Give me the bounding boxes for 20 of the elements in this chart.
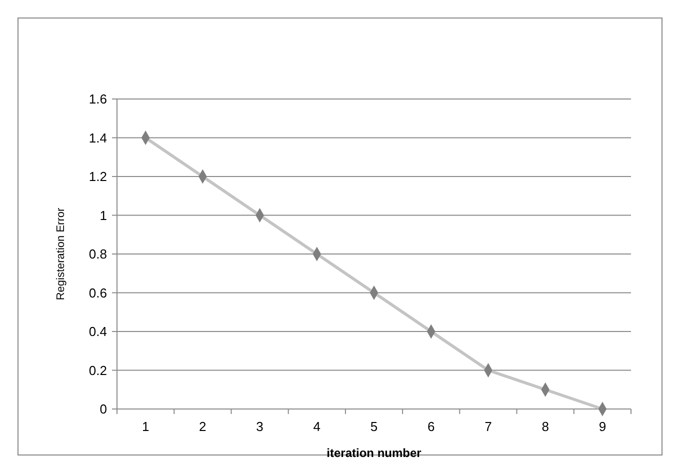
y-tick-label: 0.6 xyxy=(88,285,107,300)
x-tick-label: 6 xyxy=(427,419,435,434)
x-tick-label: 5 xyxy=(370,419,378,434)
x-tick-label: 7 xyxy=(484,419,492,434)
x-axis-title: iteration number xyxy=(326,446,422,460)
x-tick-label: 4 xyxy=(313,419,321,434)
y-tick-label: 0.2 xyxy=(88,362,107,378)
x-tick-label: 9 xyxy=(598,419,606,434)
y-tick-label: 1.2 xyxy=(88,169,107,184)
y-tick-label: 1 xyxy=(100,208,107,223)
y-tick-label: 0 xyxy=(100,402,107,417)
y-tick-label: 1.6 xyxy=(88,92,107,107)
y-axis-title: Registeration Error xyxy=(55,208,67,300)
y-tick-label: 0.4 xyxy=(88,324,107,340)
y-tick-label: 1.4 xyxy=(88,130,107,146)
x-tick-label: 1 xyxy=(142,419,150,434)
y-tick-label: 0.8 xyxy=(88,246,107,262)
x-tick-label: 2 xyxy=(199,419,206,434)
x-tick-label: 8 xyxy=(542,419,549,434)
x-tick-label: 3 xyxy=(256,419,264,434)
